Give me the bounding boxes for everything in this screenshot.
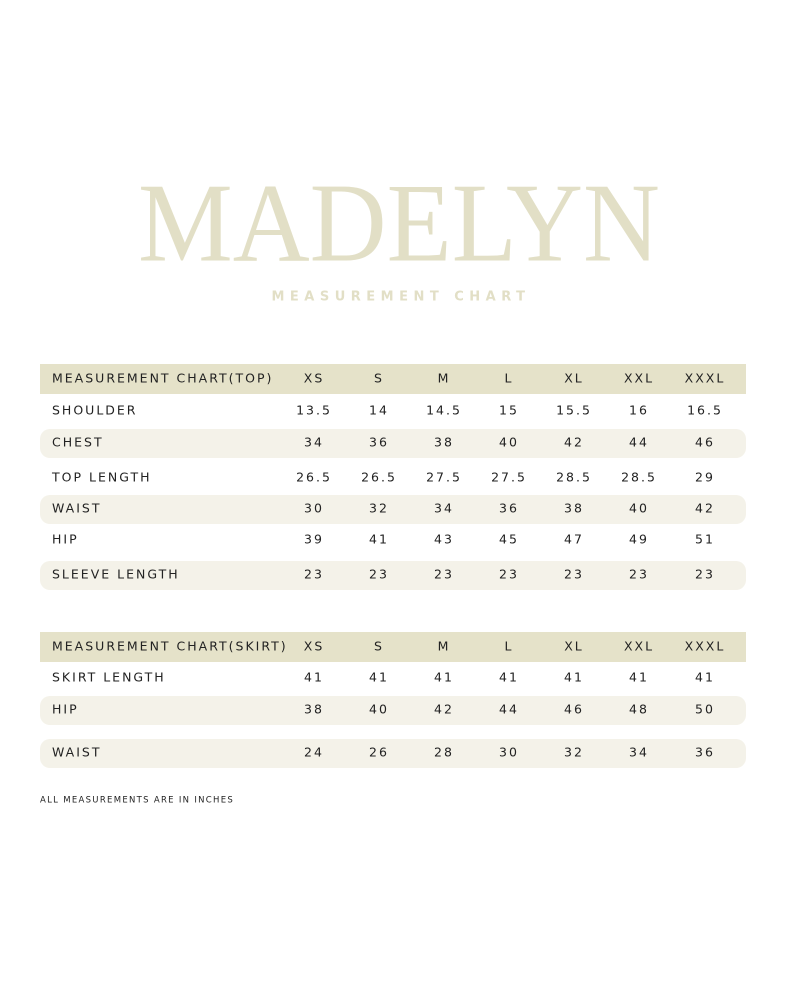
column-header: L	[505, 371, 514, 386]
row-label: SHOULDER	[52, 403, 138, 418]
cell: 41	[499, 670, 519, 685]
cell: 46	[695, 435, 715, 450]
cell: 36	[695, 745, 715, 760]
cell: 41	[629, 670, 649, 685]
cell: 29	[695, 470, 715, 485]
column-header: XL	[564, 639, 584, 654]
cell: 16	[629, 403, 649, 418]
row-label: WAIST	[52, 745, 101, 760]
row-label: HIP	[52, 702, 79, 717]
header-row	[40, 632, 746, 662]
brand-title: MADELYN	[138, 162, 660, 286]
row-label: HIP	[52, 532, 79, 547]
cell: 44	[629, 435, 649, 450]
cell: 41	[369, 532, 389, 547]
cell: 40	[629, 501, 649, 516]
cell: 44	[499, 702, 519, 717]
row-label: SKIRT LENGTH	[52, 670, 166, 685]
column-header: XXXL	[685, 639, 726, 654]
cell: 38	[304, 702, 324, 717]
cell: 23	[304, 567, 324, 582]
cell: 26	[369, 745, 389, 760]
column-header: MEASUREMENT CHART(TOP)	[52, 371, 273, 386]
cell: 27.5	[426, 470, 462, 485]
cell: 28	[434, 745, 454, 760]
cell: 47	[564, 532, 584, 547]
cell: 15.5	[556, 403, 592, 418]
cell: 41	[564, 670, 584, 685]
cell: 16.5	[687, 403, 723, 418]
cell: 23	[629, 567, 649, 582]
cell: 14	[369, 403, 389, 418]
row-label: TOP LENGTH	[51, 470, 151, 485]
cell: 32	[369, 501, 389, 516]
cell: 40	[369, 702, 389, 717]
cell: 36	[369, 435, 389, 450]
cell: 48	[629, 702, 649, 717]
cell: 27.5	[491, 470, 527, 485]
column-header: XS	[304, 639, 325, 654]
cell: 49	[629, 532, 649, 547]
row-band	[40, 739, 746, 768]
cell: 42	[695, 501, 715, 516]
cell: 41	[695, 670, 715, 685]
cell: 15	[499, 403, 519, 418]
cell: 23	[499, 567, 519, 582]
cell: 39	[304, 532, 324, 547]
cell: 38	[564, 501, 584, 516]
column-header: MEASUREMENT CHART(SKIRT)	[52, 639, 288, 654]
row-band	[40, 696, 746, 725]
cell: 34	[304, 435, 324, 450]
cell: 26.5	[296, 470, 332, 485]
column-header: S	[374, 371, 384, 386]
cell: 40	[499, 435, 519, 450]
row-band	[40, 561, 746, 590]
cell: 13.5	[296, 403, 332, 418]
column-header: XXL	[624, 639, 654, 654]
row-label: CHEST	[52, 435, 104, 450]
cell: 24	[304, 745, 324, 760]
cell: 34	[629, 745, 649, 760]
cell: 30	[304, 501, 324, 516]
cell: 42	[564, 435, 584, 450]
cell: 32	[564, 745, 584, 760]
row-band	[40, 495, 746, 524]
footnote: ALL MEASUREMENTS ARE IN INCHES	[40, 796, 234, 806]
cell: 23	[695, 567, 715, 582]
cell: 41	[304, 670, 324, 685]
cell: 23	[564, 567, 584, 582]
cell: 30	[499, 745, 519, 760]
row-band	[40, 429, 746, 458]
column-header: XS	[304, 371, 325, 386]
cell: 46	[564, 702, 584, 717]
cell: 23	[434, 567, 454, 582]
row-label: WAIST	[52, 501, 101, 516]
cell: 28.5	[556, 470, 592, 485]
cell: 51	[695, 532, 715, 547]
cell: 45	[499, 532, 519, 547]
column-header: XXL	[624, 371, 654, 386]
row-label: SLEEVE LENGTH	[52, 567, 180, 582]
cell: 34	[434, 501, 454, 516]
cell: 41	[434, 670, 454, 685]
cell: 43	[434, 532, 454, 547]
cell: 23	[369, 567, 389, 582]
header-row	[40, 364, 746, 394]
cell: 28.5	[621, 470, 657, 485]
column-header: L	[505, 639, 514, 654]
cell: 38	[434, 435, 454, 450]
cell: 42	[434, 702, 454, 717]
subtitle: MEASUREMENT CHART	[271, 290, 530, 305]
cell: 36	[499, 501, 519, 516]
column-header: XL	[564, 371, 584, 386]
column-header: M	[438, 371, 451, 386]
column-header: XXXL	[685, 371, 726, 386]
column-header: S	[374, 639, 384, 654]
column-header: M	[438, 639, 451, 654]
cell: 50	[695, 702, 715, 717]
cell: 26.5	[361, 470, 397, 485]
cell: 41	[369, 670, 389, 685]
cell: 14.5	[426, 403, 462, 418]
